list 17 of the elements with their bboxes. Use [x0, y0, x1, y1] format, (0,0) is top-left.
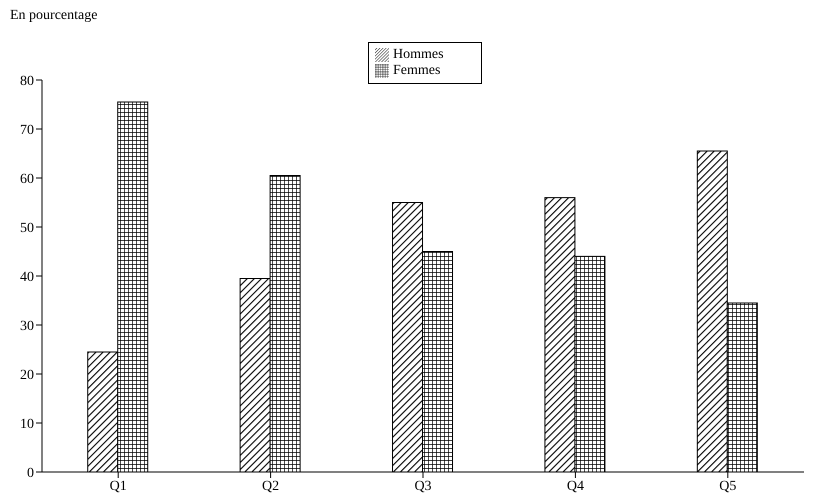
y-tick-label: 60: [20, 172, 34, 187]
y-tick-label: 20: [20, 368, 34, 383]
x-tick-label: Q1: [110, 478, 127, 494]
x-tick-label: Q2: [262, 478, 280, 494]
y-tick-label: 30: [20, 318, 34, 334]
y-tick-label: 10: [20, 416, 34, 432]
legend-label: Femmes: [393, 63, 440, 78]
y-tick-label: 50: [20, 220, 34, 236]
legend-label: Hommes: [393, 47, 444, 62]
y-tick-label: 40: [20, 270, 34, 285]
y-tick-label: 0: [27, 466, 34, 481]
x-tick-label: Q3: [414, 478, 432, 494]
x-tick-label: Q4: [566, 478, 584, 494]
y-axis-title: En pourcentage: [10, 8, 98, 24]
y-tick-label: 80: [20, 74, 34, 89]
x-tick-label: Q5: [719, 478, 736, 494]
y-tick-label: 70: [20, 122, 34, 138]
